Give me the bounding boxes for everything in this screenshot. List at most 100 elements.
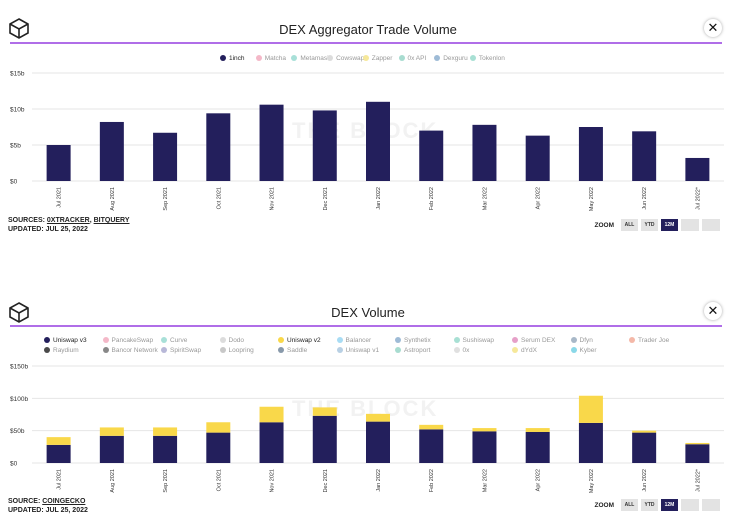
zoom-ytd-button[interactable]: YTD (641, 499, 658, 511)
the-block-logo-icon (9, 302, 29, 323)
bar-uniswap-v2[interactable] (46, 437, 71, 445)
legend-label: Balancer (345, 337, 372, 344)
x-tick-label: Nov 2021 (270, 187, 276, 211)
zoom-ytd-button[interactable]: YTD (641, 219, 658, 231)
legend-item-pancakeswap[interactable]: PancakeSwap (102, 337, 153, 344)
legend-item-synthetix[interactable]: Synthetix (395, 337, 431, 344)
zoom-extra-button-1[interactable] (681, 219, 699, 231)
bar-uniswap-v2[interactable] (525, 428, 550, 432)
bar-uniswap-v2[interactable] (99, 427, 124, 436)
bar-1inch[interactable] (632, 131, 657, 181)
legend-item-balancer[interactable]: Balancer (336, 337, 372, 344)
bar-uniswap-v3[interactable] (525, 431, 550, 463)
zoom-12m-button[interactable]: 12M (661, 219, 678, 231)
bar-1inch[interactable] (153, 132, 178, 181)
legend-item-curve[interactable]: Curve (161, 337, 187, 344)
bar-1inch[interactable] (46, 145, 71, 181)
bar-uniswap-v3[interactable] (419, 429, 444, 463)
bar-uniswap-v2[interactable] (472, 428, 497, 432)
bar-uniswap-v2[interactable] (578, 395, 603, 423)
zoom-all-button[interactable]: ALL (621, 219, 638, 231)
x-tick-label: Feb 2022 (429, 469, 435, 492)
close-icon[interactable]: ✕ (704, 302, 722, 320)
bar-uniswap-v2[interactable] (206, 422, 231, 433)
legend-item-uniswap-v3[interactable]: Uniswap v3 (44, 337, 87, 344)
zoom-all-button[interactable]: ALL (621, 499, 638, 511)
close-icon[interactable]: ✕ (704, 19, 722, 37)
bar-uniswap-v3[interactable] (153, 435, 178, 463)
bar-1inch[interactable] (99, 121, 124, 181)
legend-item-cowswap[interactable]: Cowswap (327, 55, 364, 62)
legend-item-dfyn[interactable]: Dfyn (570, 337, 593, 344)
title-divider (10, 42, 722, 44)
legend-label: Uniswap v2 (287, 337, 321, 344)
bar-uniswap-v2[interactable] (685, 442, 710, 445)
source-link-coingecko[interactable]: COINGECKO (42, 498, 86, 505)
legend-item-matcha[interactable]: Matcha (255, 55, 286, 62)
legend-item-bancor-network[interactable]: Bancor Network (102, 347, 158, 354)
legend-item-sushiswap[interactable]: Sushiswap (453, 337, 494, 344)
bar-1inch[interactable] (312, 110, 337, 181)
bar-uniswap-v3[interactable] (99, 435, 124, 463)
legend-item-spiritswap[interactable]: SpiritSwap (161, 347, 201, 354)
legend-label: Trader Joe (638, 337, 670, 344)
bar-uniswap-v2[interactable] (419, 424, 444, 430)
source-link-bitquery[interactable]: BITQUERY (93, 217, 130, 224)
bar-1inch[interactable] (472, 124, 497, 181)
legend-item-astroport[interactable]: Astroport (395, 347, 430, 354)
bar-1inch[interactable] (685, 157, 710, 181)
bar-1inch[interactable] (259, 104, 284, 181)
bar-uniswap-v2[interactable] (153, 427, 178, 436)
legend-item-uniswap-v1[interactable]: Uniswap v1 (336, 347, 379, 354)
bar-uniswap-v3[interactable] (366, 421, 390, 463)
legend-marker-icon (453, 337, 460, 344)
bar-uniswap-v3[interactable] (632, 432, 657, 463)
zoom-12m-button[interactable]: 12M (661, 499, 678, 511)
legend-item-uniswap-v2[interactable]: Uniswap v2 (278, 337, 321, 344)
bar-uniswap-v3[interactable] (206, 432, 231, 463)
bar-uniswap-v3[interactable] (46, 444, 71, 463)
bar-uniswap-v2[interactable] (366, 413, 390, 422)
legend-item-raydium[interactable]: Raydium (44, 347, 79, 354)
legend-marker-icon (327, 55, 334, 62)
bar-uniswap-v3[interactable] (685, 444, 710, 463)
source-link-0xtracker[interactable]: 0XTRACKER (46, 217, 90, 224)
legend-item-dydx[interactable]: dYdX (512, 347, 537, 354)
bar-uniswap-v3[interactable] (578, 422, 603, 463)
legend-item-dodo[interactable]: Dodo (219, 337, 244, 344)
bar-uniswap-v3[interactable] (312, 415, 337, 463)
legend-item-saddle[interactable]: Saddle (278, 347, 307, 354)
legend-item-dexguru[interactable]: Dexguru (434, 55, 468, 62)
zoom-extra-button-1[interactable] (681, 499, 699, 511)
legend-item-tokenlon[interactable]: Tokenlon (469, 55, 505, 62)
zoom-extra-button-2[interactable] (702, 499, 720, 511)
zoom-extra-button-2[interactable] (702, 219, 720, 231)
bar-uniswap-v2[interactable] (632, 430, 657, 433)
legend-label: Bancor Network (111, 347, 158, 354)
bar-1inch[interactable] (525, 135, 550, 181)
bar-1inch[interactable] (419, 130, 444, 181)
legend-item-metamask[interactable]: Metamask (291, 55, 330, 62)
x-tick-label: Jun 2022 (642, 469, 648, 492)
legend-label: SpiritSwap (170, 347, 202, 354)
legend-item-0x[interactable]: 0x (453, 347, 470, 354)
legend-label: Zapper (371, 55, 393, 62)
legend-item-zapper[interactable]: Zapper (362, 55, 393, 62)
bar-1inch[interactable] (578, 127, 603, 181)
legend-item-loopring[interactable]: Loopring (219, 347, 254, 354)
legend-marker-icon (434, 55, 441, 62)
legend-item-1inch[interactable]: 1inch (220, 55, 245, 62)
zoom-controls: ZOOM ALL YTD 12M (595, 219, 720, 231)
bar-uniswap-v2[interactable] (312, 407, 337, 416)
bar-1inch[interactable] (206, 113, 231, 181)
legend-item-trader-joe[interactable]: Trader Joe (629, 337, 669, 344)
legend-item-0x-api[interactable]: 0x API (398, 55, 426, 62)
legend-item-kyber[interactable]: Kyber (570, 347, 596, 354)
bar-1inch[interactable] (366, 101, 390, 181)
bar-uniswap-v3[interactable] (472, 431, 497, 463)
legend-marker-icon (161, 347, 167, 354)
bar-uniswap-v2[interactable] (259, 406, 284, 423)
bar-uniswap-v3[interactable] (259, 422, 284, 463)
legend-label: 0x (462, 347, 470, 354)
legend-item-serum-dex[interactable]: Serum DEX (512, 337, 555, 344)
